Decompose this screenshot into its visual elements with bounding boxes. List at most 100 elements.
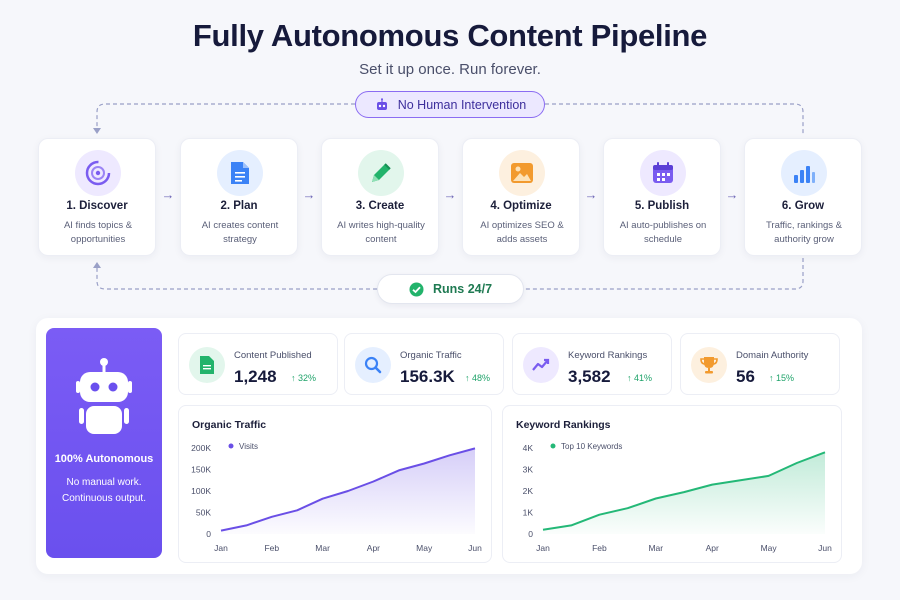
step-description: AI finds topics & opportunities [63,220,133,245]
x-tick-label: Feb [264,543,279,553]
legend-marker [228,443,234,449]
page-title: Fully Autonomous Content Pipeline [192,18,708,53]
stat-label: Content Published [234,350,312,361]
stat-delta-value: 32% [298,373,317,383]
arrow-up-icon: ↑ [465,373,470,383]
arrow-right-icon: → [302,187,316,202]
step-description: Traffic, rankings & authority grow [765,220,843,245]
stat-value: 1,248 [234,367,277,386]
stat-label: Domain Authority [736,350,809,361]
runs-24-7-pill: Runs 24/7 [377,274,524,304]
stat-label: Keyword Rankings [568,350,648,361]
x-tick-label: Apr [367,543,380,553]
page-subtitle: Set it up once. Run forever. [359,61,541,78]
x-tick-label: May [761,543,778,553]
trend-icon [523,347,559,383]
stat-delta: ↑ 32% [291,373,316,383]
stat-value: 3,582 [568,367,611,386]
step-description: AI creates content strategy [201,220,279,245]
y-tick-label: 2K [523,486,534,496]
keyword-rankings-chart: Keyword Rankings 0 1K 2K 3K 4K Jan Feb Mar Apr Ma… [502,405,842,563]
y-tick-label: 200K [191,443,211,453]
bar-chart-icon [781,150,827,196]
calendar-icon [640,150,686,196]
y-tick-label: 3K [523,465,534,475]
step-title: 1. Discover [66,200,128,212]
x-tick-label: Apr [706,543,719,553]
step-publish: 5. Publish AI auto-publishes on schedule [603,138,721,256]
autonomous-line: Continuous output. [62,493,146,504]
image-icon [499,150,545,196]
stat-keyword-rankings: Keyword Rankings 3,582 ↑ 41% [512,333,672,395]
pill-label: Runs 24/7 [432,282,493,296]
trophy-icon [691,347,727,383]
autonomous-description: No manual work. Continuous output. [50,475,158,507]
step-create: 3. Create AI writes high-quality content [321,138,439,256]
step-grow: 6. Grow Traffic, rankings & authority gr… [744,138,862,256]
series-line [542,451,826,531]
arrow-right-icon: → [584,187,598,202]
autonomous-title: 100% Autonomous [54,453,154,465]
y-tick-label: 1K [523,508,534,518]
chart-title: Keyword Rankings [516,419,611,431]
y-tick-label: 0 [528,529,533,539]
stat-delta: ↑ 15% [769,373,794,383]
autonomous-card: 100% Autonomous No manual work. Continuo… [46,328,162,558]
pill-label: No Human Intervention [397,97,527,112]
robot-icon [374,97,390,113]
check-circle-icon [409,281,425,297]
step-description: AI writes high-quality content [337,220,425,245]
step-description: AI optimizes SEO & adds assets [480,220,564,245]
stat-delta: ↑ 41% [627,373,652,383]
x-tick-label: Jun [468,543,482,553]
legend-marker [550,443,556,449]
stat-delta-value: 48% [472,373,491,383]
step-title: 3. Create [355,200,405,212]
x-tick-label: Mar [648,543,663,553]
arrow-up-icon: ↑ [627,373,632,383]
x-tick-label: May [416,543,433,553]
step-title: 4. Optimize [490,200,552,212]
step-optimize: 4. Optimize AI optimizes SEO & adds asse… [462,138,580,256]
stat-value: 156.3K [400,367,455,386]
keyword-rankings-plot: 0 1K 2K 3K 4K Jan Feb Mar Apr May Jun Top 10 Keywor… [523,442,833,553]
no-human-intervention-pill: No Human Intervention [355,91,545,118]
document-icon [217,150,263,196]
organic-traffic-chart: Organic Traffic 0 50K 100K 150K 200K Jan Feb Ma… [178,405,492,563]
arrow-up-icon: ↑ [769,373,774,383]
stat-label: Organic Traffic [400,350,462,361]
stat-value: 56 [736,367,755,386]
target-icon [75,150,121,196]
x-tick-label: Jan [214,543,228,553]
legend-label: Visits [239,442,258,451]
organic-traffic-plot: 0 50K 100K 150K 200K Jan Feb Mar Apr May Jun Visits [191,442,482,553]
x-tick-label: Jan [536,543,550,553]
chart-title: Organic Traffic [192,419,267,431]
search-icon [355,347,391,383]
stat-organic-traffic: Organic Traffic 156.3K ↑ 48% [344,333,504,395]
step-title: 5. Publish [634,200,690,212]
arrow-right-icon: → [725,187,739,202]
arrow-right-icon: → [161,187,175,202]
legend-label: Top 10 Keywords [561,442,622,451]
series-area [543,452,825,534]
pencil-icon [358,150,404,196]
autonomous-line: No manual work. [66,477,142,488]
x-tick-label: Feb [592,543,607,553]
x-tick-label: Mar [315,543,330,553]
series-line [220,447,476,532]
robot-icon [76,358,132,434]
stat-delta-value: 15% [776,373,795,383]
x-tick-label: Jun [818,543,832,553]
step-plan: 2. Plan AI creates content strategy [180,138,298,256]
step-title: 2. Plan [220,200,258,212]
y-tick-label: 150K [191,465,211,475]
y-tick-label: 100K [191,486,211,496]
document-icon [189,347,225,383]
y-tick-label: 4K [523,443,534,453]
arrow-right-icon: → [443,187,457,202]
stat-delta: ↑ 48% [465,373,490,383]
step-description: AI auto-publishes on schedule [619,220,707,245]
y-tick-label: 50K [196,508,211,518]
stat-delta-value: 41% [634,373,653,383]
